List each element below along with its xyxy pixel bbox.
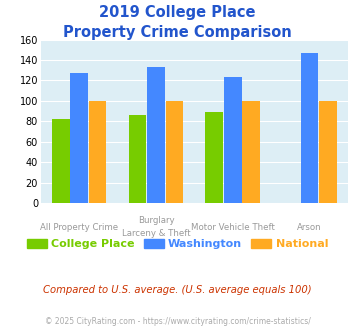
Text: Arson: Arson [297,223,322,232]
Text: Compared to U.S. average. (U.S. average equals 100): Compared to U.S. average. (U.S. average … [43,285,312,295]
Bar [52,119,70,203]
Bar [129,115,146,203]
Bar [301,53,318,203]
Bar [319,101,337,203]
Text: Burglary: Burglary [138,216,174,225]
Bar [147,67,165,203]
Bar [165,101,183,203]
Bar [70,73,88,203]
Bar [206,112,223,203]
Text: © 2025 CityRating.com - https://www.cityrating.com/crime-statistics/: © 2025 CityRating.com - https://www.city… [45,317,310,326]
Text: 2019 College Place: 2019 College Place [99,5,256,20]
Legend: College Place, Washington, National: College Place, Washington, National [22,234,333,253]
Bar [242,101,260,203]
Text: Larceny & Theft: Larceny & Theft [122,229,190,238]
Bar [89,101,106,203]
Text: Motor Vehicle Theft: Motor Vehicle Theft [191,223,275,232]
Bar [224,77,241,203]
Text: All Property Crime: All Property Crime [40,223,118,232]
Text: Property Crime Comparison: Property Crime Comparison [63,25,292,40]
